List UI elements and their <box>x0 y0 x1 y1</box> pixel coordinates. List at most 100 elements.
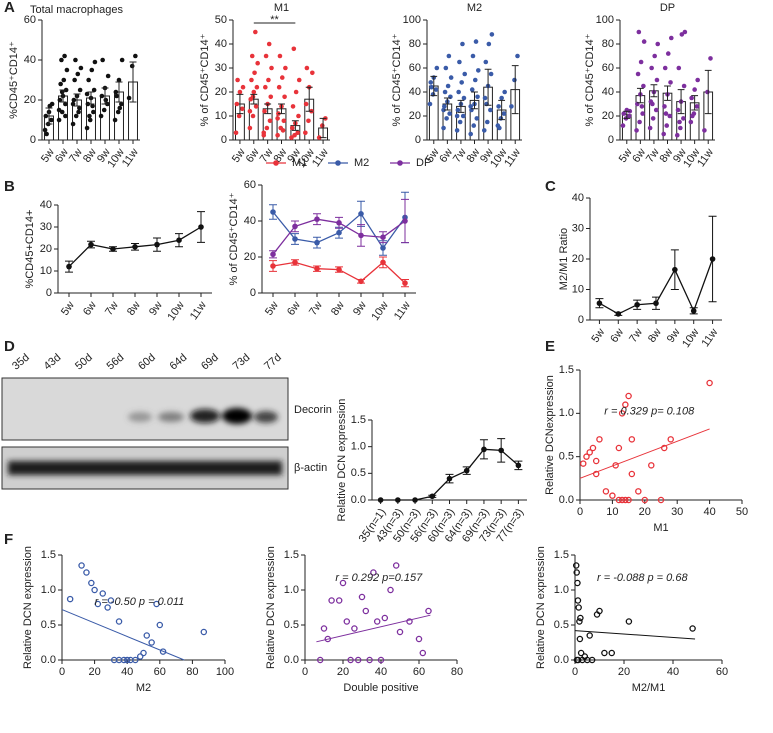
data-point <box>661 131 666 137</box>
marker <box>395 497 401 503</box>
marker <box>615 311 622 317</box>
data-point <box>442 104 447 109</box>
data-point <box>44 131 49 137</box>
data-point <box>628 470 636 478</box>
data-point <box>49 117 54 123</box>
data-point <box>574 656 582 664</box>
data-point <box>572 562 580 569</box>
chart: A Total macrophages%CD45⁺CD14⁺02040605w6w… <box>4 0 141 170</box>
data-point <box>105 73 111 79</box>
data-point <box>277 53 283 59</box>
y-tick-label: 60 <box>409 62 421 74</box>
marker <box>377 497 384 503</box>
data-point <box>482 95 488 101</box>
data-point <box>660 444 668 452</box>
x-tick-label: 6w <box>608 326 626 344</box>
data-point <box>454 128 460 133</box>
x-axis-label: M2 <box>136 682 151 694</box>
error-bar <box>471 91 478 110</box>
chart: % of CD45⁺CD14⁺ 0 20 40 60 5w 6w 7w 8w 9w 10w 11w M1… <box>228 157 431 323</box>
data-point <box>690 113 695 119</box>
error-bar <box>319 117 327 139</box>
y-axis-label: %CD45⁺CD14⁺ <box>8 41 20 119</box>
data-point <box>649 65 654 71</box>
data-point <box>119 57 125 63</box>
error-bar <box>704 69 712 115</box>
y-tick-label: 20 <box>24 94 36 106</box>
data-point <box>396 628 404 636</box>
data-point <box>441 125 446 131</box>
x-axis-label: Double positive <box>343 682 418 694</box>
data-point <box>266 41 272 47</box>
data-point <box>123 656 131 664</box>
error-bar <box>73 93 81 107</box>
data-point <box>296 113 301 119</box>
y-axis-label: % of CD45⁺CD14⁺ <box>391 33 403 126</box>
data-point <box>75 71 81 77</box>
y-axis-label: %CD45+CD14+ <box>24 210 36 289</box>
error-bar <box>87 91 95 105</box>
y-tick-label: 0 <box>46 287 52 299</box>
y-tick-label: 20 <box>40 243 52 255</box>
data-point <box>87 117 93 123</box>
data-point <box>674 132 680 138</box>
marker <box>88 241 94 248</box>
data-point <box>99 93 105 99</box>
marker <box>292 259 298 266</box>
y-tick-label: 80 <box>602 38 614 50</box>
data-point <box>324 635 332 643</box>
data-point <box>615 444 623 452</box>
data-point <box>481 128 487 133</box>
y-tick-label: 0.0 <box>41 654 56 666</box>
y-tick-label: 0 <box>415 134 421 146</box>
data-point <box>275 116 280 121</box>
data-point <box>648 462 655 469</box>
marker <box>515 462 522 469</box>
y-tick-label: 40 <box>602 86 614 98</box>
data-point <box>586 632 593 639</box>
y-tick-label: 1.0 <box>351 441 366 453</box>
data-point <box>101 107 107 113</box>
y-tick-label: 0.5 <box>284 619 299 631</box>
data-point <box>641 83 646 89</box>
x-tick-label: 6w <box>285 299 303 317</box>
lane-label: 56d <box>105 352 127 373</box>
y-axis-label: M2/M1 Ratio <box>558 228 570 290</box>
y-tick-label: 0.0 <box>284 654 299 666</box>
x-tick-label: 10w <box>369 299 390 322</box>
data-point <box>681 116 686 121</box>
marker <box>270 209 276 215</box>
x-tick-label: 40 <box>667 666 679 678</box>
data-point <box>574 579 581 587</box>
data-point <box>502 89 507 95</box>
error-bar <box>115 81 123 103</box>
y-tick-label: 60 <box>244 179 256 191</box>
error-bar <box>664 85 671 101</box>
x-tick-label: 80 <box>451 666 463 678</box>
lane-label: 64d <box>168 352 190 373</box>
data-point <box>689 95 694 101</box>
x-tick-label: 0 <box>572 666 578 678</box>
y-tick-label: 1.0 <box>554 584 569 596</box>
data-point <box>626 113 632 119</box>
data-point <box>488 107 493 113</box>
data-point <box>638 59 644 65</box>
data-point <box>358 593 366 601</box>
data-point <box>73 113 79 119</box>
legend-label: M2 <box>354 157 369 169</box>
data-point <box>457 59 462 65</box>
data-point <box>576 635 584 643</box>
y-tick-label: 30 <box>572 222 584 234</box>
data-point <box>460 41 465 47</box>
error-bar <box>250 93 258 105</box>
data-point <box>279 75 285 80</box>
data-point <box>381 614 389 622</box>
data-point <box>647 125 653 131</box>
decorin-bands <box>128 408 278 424</box>
marker <box>314 216 320 222</box>
y-tick-label: 10 <box>215 110 227 122</box>
y-tick-label: 1.5 <box>351 414 366 426</box>
x-tick-label: 30 <box>671 506 683 518</box>
data-point <box>247 125 253 131</box>
data-point <box>250 113 256 119</box>
